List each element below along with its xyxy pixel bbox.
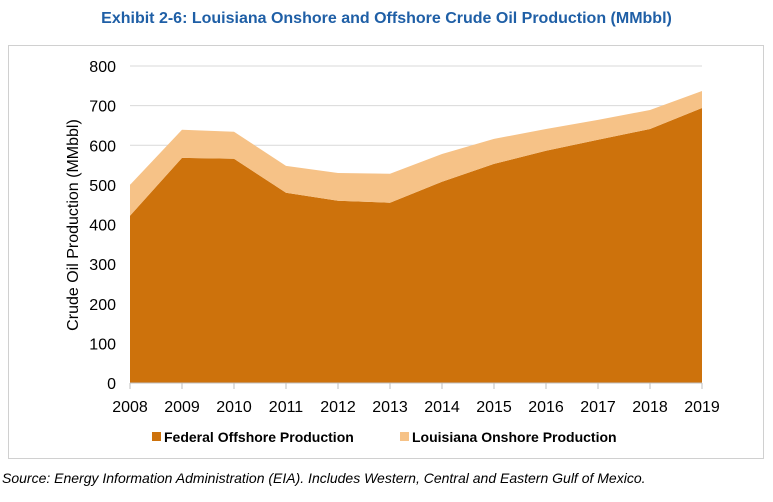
x-tick-label: 2015 (476, 399, 512, 416)
x-tick-label: 2013 (372, 399, 408, 416)
x-tick-label: 2009 (164, 399, 200, 416)
legend-label: Louisiana Onshore Production (412, 429, 617, 445)
area-series-2 (130, 90, 702, 216)
y-tick-label: 200 (89, 297, 116, 314)
x-tick-label: 2017 (580, 399, 616, 416)
x-tick-label: 2019 (684, 399, 720, 416)
x-tick-label: 2010 (216, 399, 252, 416)
legend-swatch (400, 432, 409, 441)
y-tick-label: 600 (89, 138, 116, 155)
y-axis-label: Crude Oil Production (MMbbl) (65, 119, 82, 331)
x-tick-label: 2011 (269, 399, 304, 416)
y-tick-label: 800 (89, 59, 116, 76)
area-series-1 (130, 108, 702, 383)
chart-frame (8, 45, 764, 459)
y-tick-label: 300 (89, 257, 116, 274)
y-tick-label: 700 (89, 99, 116, 116)
x-tick-label: 2008 (112, 399, 148, 416)
source-note: Source: Energy Information Administratio… (2, 470, 646, 486)
x-tick-label: 2016 (528, 399, 564, 416)
y-tick-label: 0 (107, 376, 116, 393)
legend-label: Federal Offshore Production (164, 429, 354, 445)
y-tick-label: 500 (89, 178, 116, 195)
x-tick-label: 2018 (632, 399, 668, 416)
x-tick-label: 2014 (424, 399, 460, 416)
legend-swatch (152, 432, 161, 441)
x-tick-label: 2012 (320, 399, 356, 416)
y-tick-label: 400 (89, 218, 116, 235)
chart-title: Exhibit 2-6: Louisiana Onshore and Offsh… (101, 10, 672, 27)
y-tick-label: 100 (89, 336, 116, 353)
